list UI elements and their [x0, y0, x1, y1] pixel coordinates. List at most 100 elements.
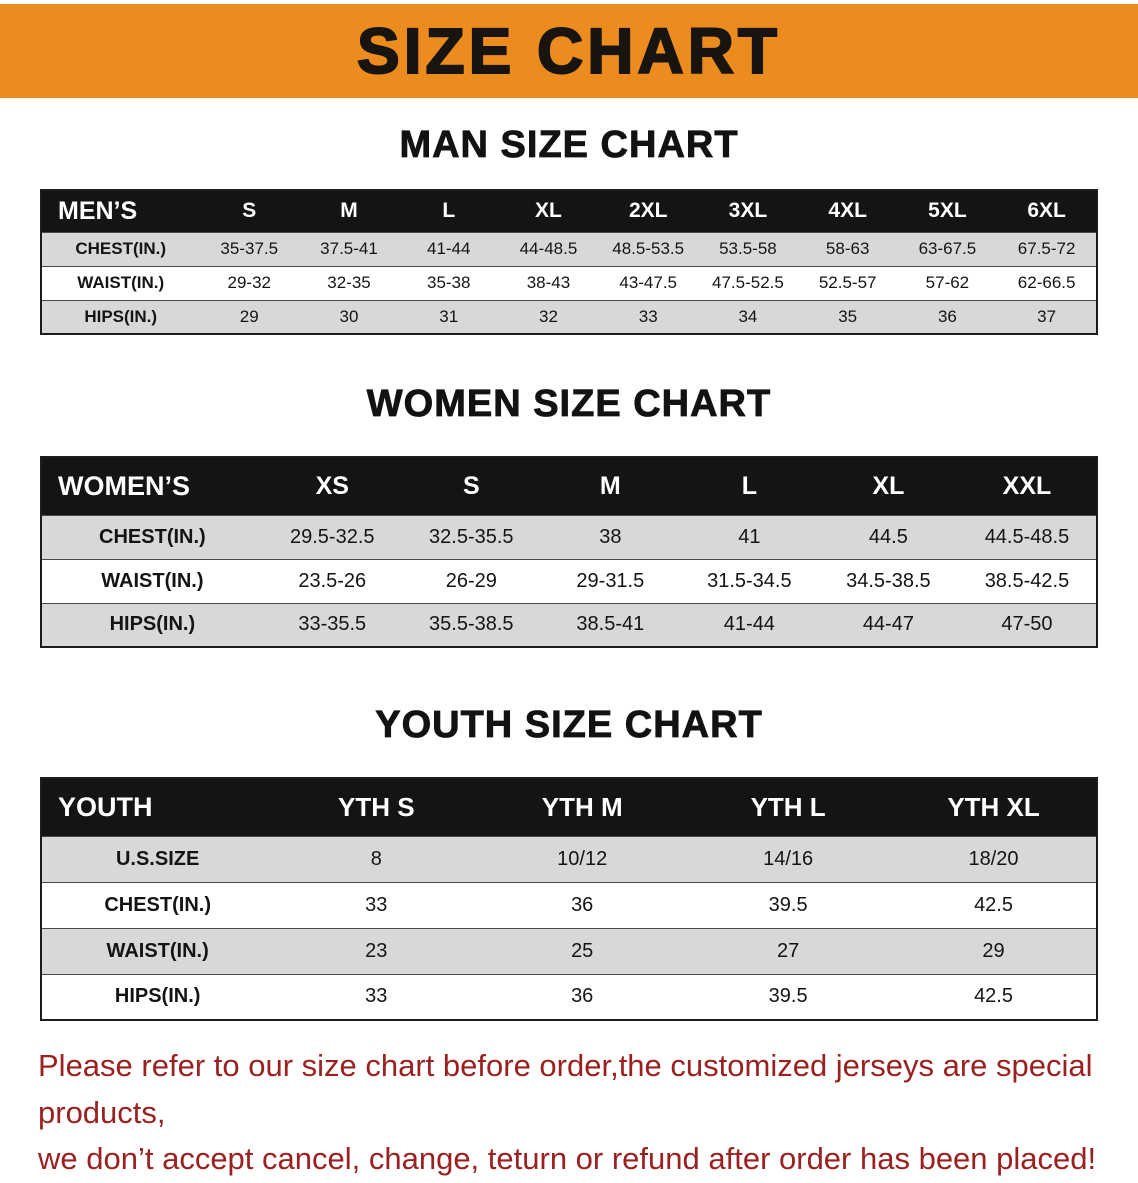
table-title-cell: MEN’S: [41, 189, 200, 233]
measurement-value-cell: 35-37.5: [199, 231, 300, 267]
measurement-value-cell: 34.5-38.5: [818, 558, 958, 604]
measurement-value-cell: 47.5-52.5: [698, 265, 798, 301]
measurement-value-cell: 37: [997, 299, 1097, 335]
measurement-value-cell: 25: [479, 927, 686, 975]
section-heading-men: MAN SIZE CHART: [399, 124, 739, 167]
row-label-cell: HIPS(IN.): [41, 299, 200, 335]
measurement-row: WAIST(IN.) 23.5-26 26-29 29-31.5 31.5-34.5 34…: [41, 558, 1097, 604]
measurement-value-cell: 27: [685, 927, 892, 975]
section-heading-women: WOMEN SIZE CHART: [366, 383, 772, 426]
measurement-value-cell: 33-35.5: [262, 602, 402, 648]
row-label-cell: CHEST(IN.): [41, 231, 200, 267]
size-column-header: L: [398, 189, 499, 233]
measurement-value-cell: 14/16: [685, 835, 892, 883]
measurement-row: HIPS(IN.) 33-35.5 35.5-38.5 38.5-41 41-44 44-…: [41, 602, 1097, 648]
size-column-header: YTH L: [685, 777, 892, 837]
row-label-cell: CHEST(IN.): [41, 881, 274, 929]
size-chart-page: SIZE CHART MAN SIZE CHART MEN’S S M L XL 2XL 3…: [0, 4, 1138, 1183]
row-label-cell: U.S.SIZE: [41, 835, 274, 883]
footer-notice: Please refer to our size chart before or…: [0, 1043, 1138, 1183]
measurement-value-cell: 29.5-32.5: [262, 514, 402, 560]
size-column-header: 6XL: [997, 189, 1097, 233]
size-column-header: YTH M: [479, 777, 686, 837]
size-column-header: 5XL: [897, 189, 998, 233]
size-column-header: M: [540, 456, 680, 516]
measurement-value-cell: 33: [273, 973, 480, 1021]
measurement-value-cell: 29: [199, 299, 300, 335]
measurement-value-cell: 37.5-41: [299, 231, 399, 267]
measurement-value-cell: 43-47.5: [598, 265, 699, 301]
measurement-row: CHEST(IN.) 33 36 39.5 42.5: [41, 881, 1097, 929]
size-column-header: S: [401, 456, 541, 516]
measurement-value-cell: 32: [498, 299, 599, 335]
measurement-value-cell: 44.5-48.5: [957, 514, 1097, 560]
size-column-header: L: [679, 456, 819, 516]
table-title-cell: YOUTH: [41, 777, 274, 837]
size-column-header: M: [299, 189, 399, 233]
measurement-value-cell: 34: [698, 299, 798, 335]
measurement-value-cell: 42.5: [891, 881, 1097, 929]
row-label-cell: HIPS(IN.): [41, 602, 263, 648]
row-label-cell: CHEST(IN.): [41, 514, 263, 560]
women-size-table: WOMEN’S XS S M L XL XXL CHEST(IN.) 29.5-32.5 32.5…: [40, 456, 1098, 648]
size-column-header: 4XL: [797, 189, 898, 233]
measurement-value-cell: 44-48.5: [498, 231, 599, 267]
table-title-cell: WOMEN’S: [41, 456, 263, 516]
measurement-value-cell: 36: [897, 299, 998, 335]
notice-line-1: Please refer to our size chart before or…: [38, 1048, 1093, 1130]
women-size-section: WOMEN SIZE CHART WOMEN’S XS S M L XL XXL CHEST(…: [0, 383, 1138, 648]
size-column-header: XL: [498, 189, 599, 233]
measurement-value-cell: 29: [891, 927, 1097, 975]
measurement-value-cell: 29-32: [199, 265, 300, 301]
measurement-value-cell: 26-29: [401, 558, 541, 604]
measurement-value-cell: 38: [540, 514, 680, 560]
measurement-value-cell: 39.5: [685, 881, 892, 929]
measurement-value-cell: 35: [797, 299, 898, 335]
measurement-value-cell: 44.5: [818, 514, 958, 560]
measurement-value-cell: 36: [479, 973, 686, 1021]
notice-line-2: we don’t accept cancel, change, teturn o…: [38, 1141, 1097, 1176]
measurement-value-cell: 23.5-26: [262, 558, 402, 604]
measurement-value-cell: 33: [598, 299, 699, 335]
measurement-value-cell: 38-43: [498, 265, 599, 301]
measurement-value-cell: 35.5-38.5: [401, 602, 541, 648]
page-title: SIZE CHART: [356, 14, 781, 88]
size-column-header: 3XL: [698, 189, 798, 233]
measurement-value-cell: 67.5-72: [997, 231, 1097, 267]
row-label-cell: WAIST(IN.): [41, 265, 200, 301]
measurement-value-cell: 58-63: [797, 231, 898, 267]
size-column-header: YTH S: [273, 777, 480, 837]
measurement-value-cell: 35-38: [398, 265, 499, 301]
measurement-value-cell: 41-44: [398, 231, 499, 267]
measurement-value-cell: 57-62: [897, 265, 998, 301]
measurement-value-cell: 36: [479, 881, 686, 929]
banner: SIZE CHART: [0, 4, 1138, 98]
section-heading-youth: YOUTH SIZE CHART: [375, 704, 763, 747]
measurement-value-cell: 30: [299, 299, 399, 335]
youth-size-table: YOUTH YTH S YTH M YTH L YTH XL U.S.SIZE 8 10/12…: [40, 777, 1098, 1021]
measurement-value-cell: 38.5-41: [540, 602, 680, 648]
measurement-row: HIPS(IN.) 29 30 31 32 33 34 35 36 37: [41, 299, 1097, 335]
youth-size-section: YOUTH SIZE CHART YOUTH YTH S YTH M YTH L YTH…: [0, 704, 1138, 1021]
measurement-value-cell: 29-31.5: [540, 558, 680, 604]
size-column-header: XXL: [957, 456, 1097, 516]
measurement-row: CHEST(IN.) 35-37.5 37.5-41 41-44 44-48.5 48.5…: [41, 231, 1097, 267]
measurement-value-cell: 38.5-42.5: [957, 558, 1097, 604]
header-row: MEN’S S M L XL 2XL 3XL 4XL 5XL 6XL: [41, 189, 1097, 233]
size-column-header: YTH XL: [891, 777, 1097, 837]
measurement-value-cell: 23: [273, 927, 480, 975]
measurement-value-cell: 63-67.5: [897, 231, 998, 267]
measurement-value-cell: 47-50: [957, 602, 1097, 648]
measurement-value-cell: 33: [273, 881, 480, 929]
measurement-value-cell: 41-44: [679, 602, 819, 648]
men-size-section: MAN SIZE CHART MEN’S S M L XL 2XL 3XL 4XL 5XL 6XL…: [0, 124, 1138, 335]
row-label-cell: WAIST(IN.): [41, 927, 274, 975]
measurement-row: HIPS(IN.) 33 36 39.5 42.5: [41, 973, 1097, 1021]
measurement-row: WAIST(IN.) 23 25 27 29: [41, 927, 1097, 975]
measurement-row: CHEST(IN.) 29.5-32.5 32.5-35.5 38 41 44.5 44.5…: [41, 514, 1097, 560]
measurement-value-cell: 18/20: [891, 835, 1097, 883]
row-label-cell: HIPS(IN.): [41, 973, 274, 1021]
measurement-row: U.S.SIZE 8 10/12 14/16 18/20: [41, 835, 1097, 883]
measurement-value-cell: 52.5-57: [797, 265, 898, 301]
size-column-header: XL: [818, 456, 958, 516]
